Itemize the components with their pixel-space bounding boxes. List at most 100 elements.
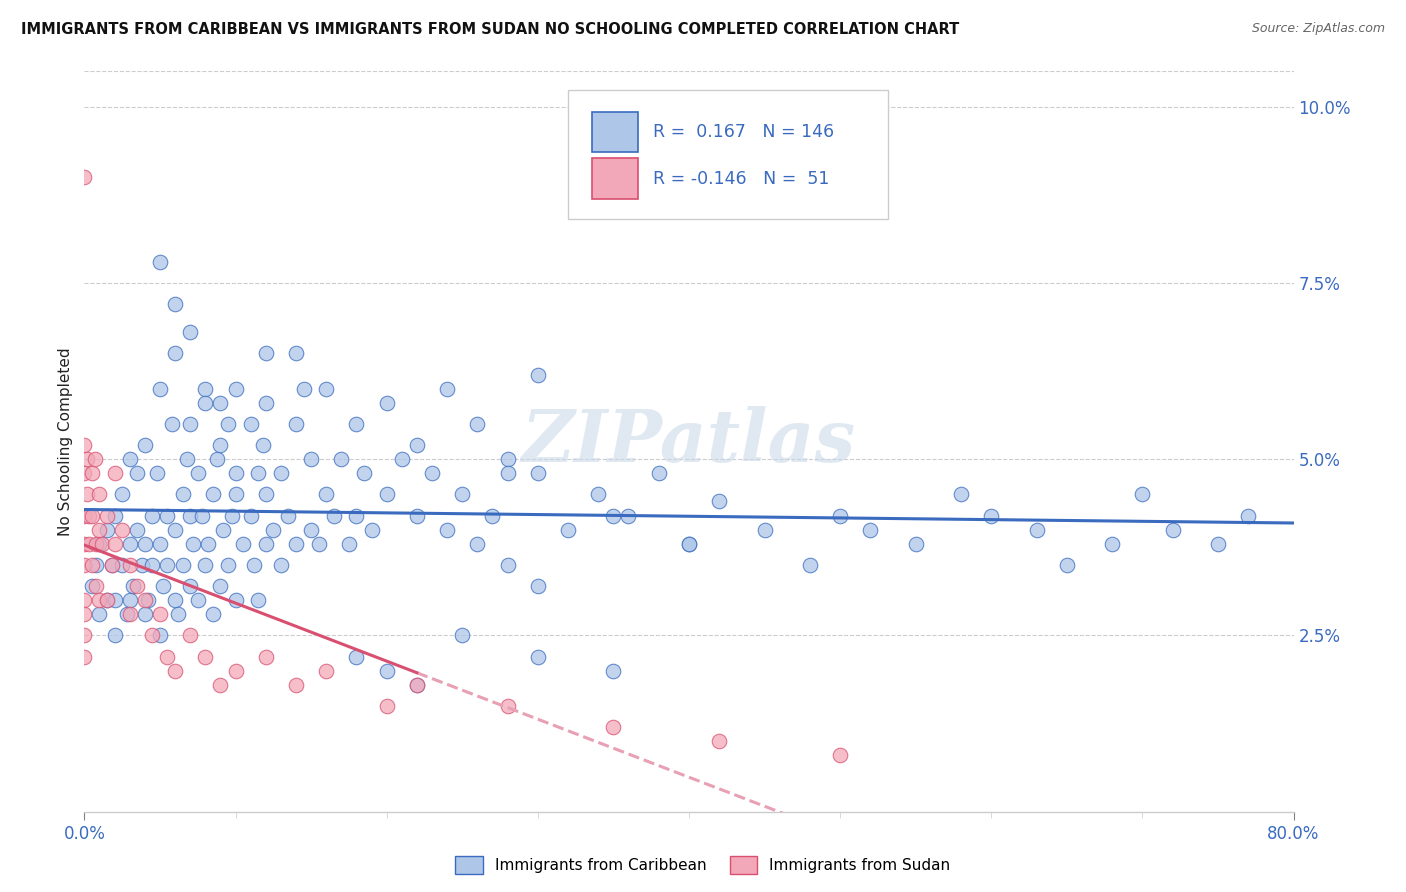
Point — [481, 508, 503, 523]
Point — [225, 593, 247, 607]
Point — [225, 664, 247, 678]
Point — [221, 508, 243, 523]
Point — [375, 664, 398, 678]
Point — [149, 628, 172, 642]
Point — [754, 523, 776, 537]
Point — [588, 487, 610, 501]
Point — [73, 649, 96, 664]
Point — [111, 523, 134, 537]
Point — [617, 508, 640, 523]
Point — [217, 558, 239, 572]
Point — [73, 170, 96, 185]
Point — [149, 382, 172, 396]
Point — [179, 508, 201, 523]
Point — [100, 558, 122, 572]
Point — [859, 523, 882, 537]
Point — [118, 607, 141, 622]
Point — [73, 628, 96, 642]
Point — [496, 467, 519, 481]
Point — [76, 487, 98, 501]
Point — [904, 537, 927, 551]
Point — [156, 508, 179, 523]
Point — [239, 508, 262, 523]
Point — [232, 537, 254, 551]
Point — [86, 579, 108, 593]
Point — [277, 508, 299, 523]
Point — [141, 558, 163, 572]
Point — [353, 467, 375, 481]
Point — [149, 537, 172, 551]
Point — [115, 607, 138, 622]
Point — [467, 417, 489, 431]
Point — [104, 628, 127, 642]
Point — [1056, 558, 1078, 572]
Point — [496, 558, 519, 572]
Text: R = -0.146   N =  51: R = -0.146 N = 51 — [652, 169, 830, 187]
Point — [191, 508, 214, 523]
Point — [149, 607, 172, 622]
Point — [1130, 487, 1153, 501]
Point — [181, 537, 204, 551]
Point — [709, 734, 731, 748]
Point — [375, 487, 398, 501]
Point — [950, 487, 973, 501]
Point — [86, 558, 108, 572]
Point — [127, 579, 149, 593]
Point — [436, 523, 458, 537]
Point — [284, 346, 308, 360]
Point — [1101, 537, 1123, 551]
Point — [496, 698, 519, 713]
Point — [526, 368, 548, 382]
Point — [141, 508, 163, 523]
Point — [284, 417, 308, 431]
Point — [830, 748, 852, 763]
Point — [406, 508, 429, 523]
Point — [197, 537, 219, 551]
Point — [254, 487, 277, 501]
Point — [284, 537, 308, 551]
Point — [209, 678, 232, 692]
Point — [647, 467, 671, 481]
Text: ZIPatlas: ZIPatlas — [522, 406, 856, 477]
Point — [104, 467, 127, 481]
Point — [160, 417, 183, 431]
FancyBboxPatch shape — [568, 90, 889, 219]
Point — [217, 417, 239, 431]
Point — [89, 487, 111, 501]
Point — [242, 558, 264, 572]
Point — [346, 417, 368, 431]
Point — [80, 467, 103, 481]
Point — [176, 452, 198, 467]
Point — [496, 452, 519, 467]
Point — [194, 396, 217, 410]
Point — [104, 508, 127, 523]
Point — [96, 523, 118, 537]
Point — [131, 558, 153, 572]
Y-axis label: No Schooling Completed: No Schooling Completed — [58, 347, 73, 536]
Point — [187, 467, 209, 481]
Point — [96, 508, 118, 523]
Point — [284, 678, 308, 692]
Point — [225, 487, 247, 501]
Point — [104, 593, 127, 607]
Point — [136, 593, 159, 607]
Point — [73, 467, 96, 481]
Point — [1206, 537, 1229, 551]
Point — [406, 678, 429, 692]
Point — [152, 579, 174, 593]
Point — [209, 438, 232, 452]
Point — [121, 579, 143, 593]
Point — [179, 628, 201, 642]
Point — [375, 396, 398, 410]
Point — [526, 467, 548, 481]
Point — [163, 593, 186, 607]
Point — [406, 438, 429, 452]
Point — [254, 346, 277, 360]
Point — [73, 438, 96, 452]
Point — [270, 467, 292, 481]
Point — [678, 537, 700, 551]
Point — [247, 467, 270, 481]
Point — [337, 537, 360, 551]
Point — [84, 452, 107, 467]
Point — [799, 558, 821, 572]
